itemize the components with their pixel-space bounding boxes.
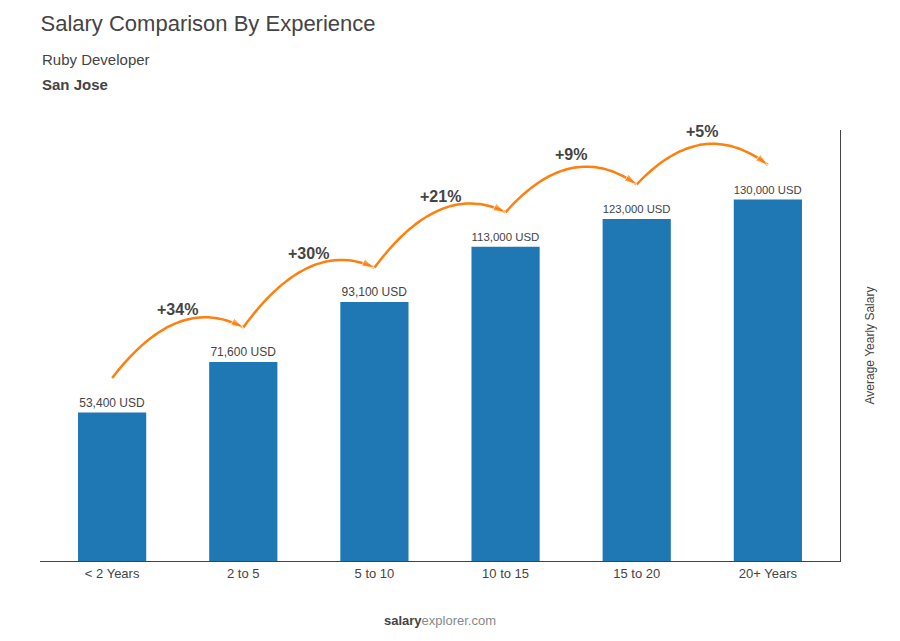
svg-text:+5%: +5% — [686, 123, 718, 140]
svg-text:15 to 20: 15 to 20 — [613, 566, 660, 581]
svg-text:113,000 USD: 113,000 USD — [472, 231, 540, 243]
svg-text:+21%: +21% — [420, 188, 461, 205]
svg-text:+30%: +30% — [288, 245, 329, 262]
svg-text:53,400 USD: 53,400 USD — [79, 396, 145, 410]
svg-text:+9%: +9% — [555, 146, 587, 163]
svg-text:Ruby Developer: Ruby Developer — [42, 51, 150, 68]
svg-text:130,000 USD: 130,000 USD — [734, 184, 802, 196]
svg-text:20+ Years: 20+ Years — [739, 566, 798, 581]
svg-text:< 2 Years: < 2 Years — [85, 566, 140, 581]
svg-text:Average Yearly Salary: Average Yearly Salary — [863, 287, 877, 405]
svg-text:San Jose: San Jose — [42, 76, 108, 93]
svg-text:123,000 USD: 123,000 USD — [603, 203, 671, 215]
svg-text:2 to 5: 2 to 5 — [227, 566, 260, 581]
svg-text:71,600 USD: 71,600 USD — [210, 345, 276, 359]
svg-text:+34%: +34% — [157, 301, 198, 318]
svg-text:10 to 15: 10 to 15 — [482, 566, 529, 581]
svg-text:93,100 USD: 93,100 USD — [342, 285, 408, 299]
svg-text:Salary Comparison By Experienc: Salary Comparison By Experience — [41, 11, 376, 36]
svg-text:5 to 10: 5 to 10 — [355, 566, 395, 581]
svg-text:salaryexplorer.com: salaryexplorer.com — [384, 613, 496, 628]
